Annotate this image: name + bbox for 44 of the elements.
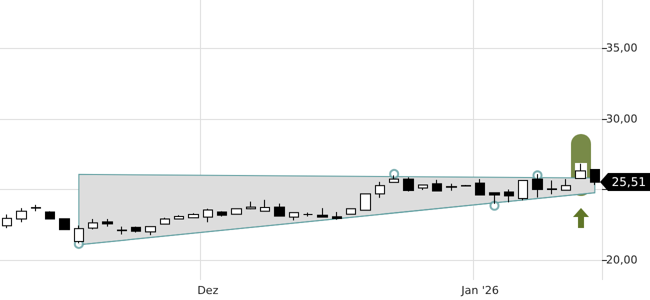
candlestick xyxy=(590,169,600,186)
point xyxy=(389,168,400,179)
candlestick xyxy=(59,218,70,230)
point xyxy=(490,200,500,211)
candlestick xyxy=(432,179,442,192)
candlestick xyxy=(547,180,557,195)
candlestick xyxy=(446,183,457,192)
candlestick xyxy=(375,181,385,198)
candlestick xyxy=(260,199,270,212)
candlestick xyxy=(518,180,528,201)
candlestick xyxy=(303,212,313,218)
candlestick xyxy=(289,212,299,221)
x-tick-label: Dez xyxy=(197,284,219,297)
y-tick-label: 30,00 xyxy=(606,112,638,126)
candlestick xyxy=(504,188,514,203)
candlestick xyxy=(475,178,485,196)
candlestick xyxy=(418,184,428,191)
candlestick xyxy=(246,201,256,210)
candlestick xyxy=(346,208,356,215)
y-tick-label: 20,00 xyxy=(606,254,638,267)
candlestick xyxy=(317,208,328,218)
candlestick xyxy=(203,208,213,223)
candlestick xyxy=(561,178,571,191)
candlestick xyxy=(360,193,371,211)
candlestick xyxy=(131,226,141,233)
y-tick-label: 35,00 xyxy=(606,42,638,55)
candlestick xyxy=(102,218,113,228)
candlestick xyxy=(88,218,98,230)
candlestick xyxy=(332,211,342,220)
candlestick xyxy=(145,226,156,236)
candlestick xyxy=(174,214,184,220)
candlestick xyxy=(117,226,127,235)
candlestick xyxy=(16,208,27,223)
candlestick xyxy=(403,176,414,192)
candlestick xyxy=(31,204,41,212)
candlestick xyxy=(2,214,12,229)
candlestick xyxy=(217,210,227,218)
candlestick xyxy=(231,208,242,215)
candlestick xyxy=(188,212,199,218)
text: 25,51 xyxy=(608,173,650,192)
x-tick-label: Jan '26 xyxy=(460,284,499,297)
candlestick xyxy=(45,210,55,220)
candlestick xyxy=(274,203,285,217)
candlestick xyxy=(160,217,170,225)
